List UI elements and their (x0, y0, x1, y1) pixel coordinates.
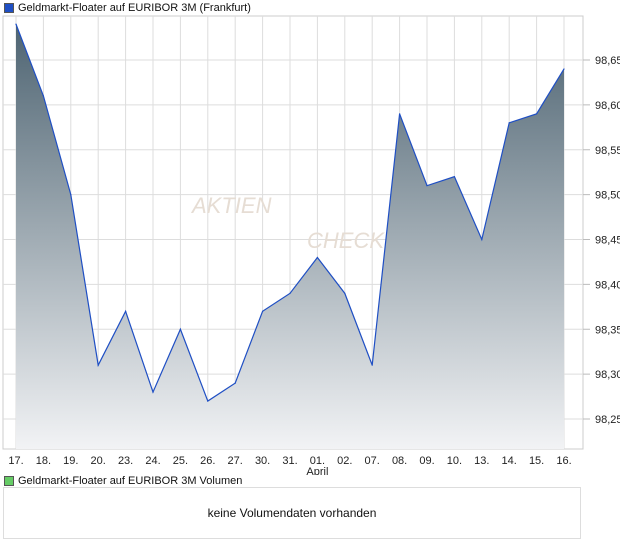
x-tick-label: 24. (145, 455, 160, 467)
data-point (426, 185, 428, 187)
x-tick-label: 27. (228, 455, 243, 467)
price-chart: AKTIEN CHECK 98,25 98,30 98,35 98,40 98,45 98… (2, 15, 620, 475)
data-point (262, 310, 264, 312)
x-tick-label: 19. (63, 455, 78, 467)
x-tick-label: 10. (447, 455, 462, 467)
legend-title: Geldmarkt-Floater auf EURIBOR 3M (Frankf… (18, 2, 251, 14)
data-point (453, 176, 455, 178)
y-tick-label: 98,60 (595, 100, 620, 112)
x-tick-label: 30. (255, 455, 270, 467)
data-point (344, 292, 346, 294)
x-tick-label: 14. (502, 455, 517, 467)
month-label: April (306, 466, 328, 475)
data-point (207, 400, 209, 402)
data-point (179, 328, 181, 330)
x-tick-label: 17. (8, 455, 23, 467)
data-point (125, 310, 127, 312)
x-tick-label: 25. (173, 455, 188, 467)
y-tick-label: 98,30 (595, 369, 620, 381)
data-point (234, 382, 236, 384)
x-tick-label: 07. (365, 455, 380, 467)
data-point (70, 194, 72, 196)
watermark: AKTIEN (190, 193, 272, 218)
volume-message: keine Volumendaten vorhanden (207, 506, 377, 520)
y-tick-label: 98,40 (595, 279, 620, 291)
data-point (289, 292, 291, 294)
y-tick-label: 98,45 (595, 235, 620, 247)
x-tick-label: 13. (474, 455, 489, 467)
data-point (481, 238, 483, 241)
x-tick-label: 15. (529, 455, 544, 467)
x-tick-label: 01. (310, 455, 325, 467)
volume-legend: Geldmarkt-Floater auf EURIBOR 3M Volumen (4, 475, 242, 487)
data-point (371, 364, 373, 366)
x-tick-label: 16. (556, 455, 571, 467)
volume-legend-title: Geldmarkt-Floater auf EURIBOR 3M Volumen (18, 475, 243, 487)
data-point (536, 113, 538, 115)
volume-panel: keine Volumendaten vorhanden (3, 487, 581, 539)
price-legend: Geldmarkt-Floater auf EURIBOR 3M (Frankf… (4, 2, 251, 14)
data-point (42, 95, 45, 97)
volume-swatch (4, 476, 14, 486)
x-tick-label: 20. (91, 455, 106, 467)
x-tick-label: 26. (200, 455, 215, 467)
y-tick-label: 98,55 (595, 145, 620, 157)
x-tick-label: 09. (419, 455, 434, 467)
svg-text:CHECK: CHECK (307, 228, 385, 253)
data-point (316, 256, 318, 259)
x-tick-label: 02. (337, 455, 352, 467)
x-tick-label: 23. (118, 455, 133, 467)
x-tick-label: 08. (392, 455, 407, 467)
price-area (16, 24, 564, 449)
data-point (563, 68, 565, 70)
x-tick-label: 18. (36, 455, 51, 467)
data-point (152, 391, 154, 393)
data-point (508, 122, 510, 124)
y-tick-label: 98,25 (595, 414, 620, 426)
legend-swatch (4, 3, 14, 13)
y-tick-label: 98,50 (595, 190, 620, 202)
y-tick-label: 98,35 (595, 324, 620, 336)
x-tick-label: 31. (282, 455, 297, 467)
y-tick-label: 98,65 (595, 55, 620, 67)
data-point (97, 364, 99, 366)
data-point (399, 113, 401, 115)
data-point (15, 23, 17, 25)
